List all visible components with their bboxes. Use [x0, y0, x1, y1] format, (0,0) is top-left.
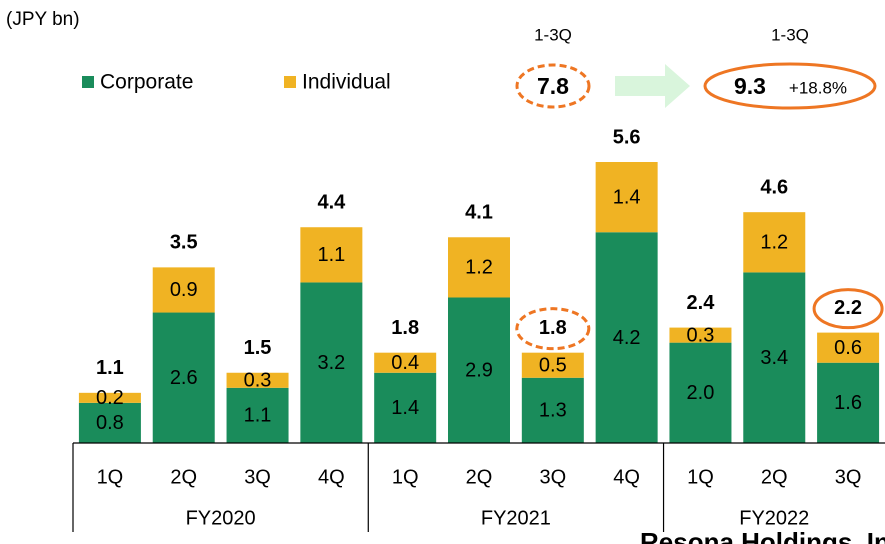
value-label: 3.4: [760, 347, 788, 369]
after-value: 9.3: [734, 73, 766, 99]
value-label: 3.2: [317, 352, 345, 374]
x-tick-label: 3Q: [244, 466, 271, 488]
value-label: 1.1: [317, 244, 345, 266]
x-tick-label: 4Q: [318, 466, 345, 488]
total-label: 1.8: [391, 317, 419, 339]
bar-segment: [300, 227, 363, 283]
group-label: FY2021: [481, 507, 551, 529]
bar-segment: [817, 332, 880, 363]
x-tick-label: 2Q: [761, 466, 788, 488]
bar-segment: [374, 352, 437, 373]
after-label: 1-3Q: [771, 25, 809, 44]
legend-swatch: [82, 76, 94, 88]
total-label: 4.4: [317, 192, 346, 214]
group-label: FY2022: [739, 507, 809, 529]
bar-segment: [78, 392, 141, 403]
bar-segment: [226, 372, 289, 388]
group-label: FY2020: [186, 507, 256, 529]
bar-segment: [817, 362, 880, 443]
value-label: 2.6: [170, 367, 198, 389]
value-label: 1.2: [465, 257, 493, 279]
highlight-ring: [515, 307, 591, 351]
value-label: 4.2: [613, 327, 641, 349]
bar-segment: [448, 297, 510, 443]
bar-segment: [226, 387, 289, 443]
arrow: [615, 64, 690, 108]
highlight-before: [515, 63, 591, 109]
value-label: 0.5: [539, 355, 567, 377]
value-label: 1.4: [391, 397, 419, 419]
footer: Resona Holdings, Inc.: [640, 527, 885, 544]
value-label: 1.3: [539, 400, 567, 422]
bar-segment: [152, 267, 215, 313]
total-label: 2.4: [687, 292, 716, 314]
total-label: 3.5: [170, 232, 198, 254]
bar-segment: [743, 272, 806, 443]
bar-segment: [743, 212, 806, 273]
value-label: 0.3: [244, 370, 272, 392]
legend-label: Corporate: [100, 71, 193, 94]
before-value: 7.8: [537, 73, 569, 99]
total-label: 2.2: [834, 297, 862, 319]
total-label: 4.6: [760, 176, 788, 198]
value-label: 2.9: [465, 360, 493, 382]
before-label: 1-3Q: [534, 25, 572, 44]
bar-segment: [595, 232, 658, 443]
total-label: 1.1: [96, 357, 124, 379]
highlight-ring: [812, 288, 884, 330]
bar-segment: [374, 372, 437, 443]
bar-segment: [78, 402, 141, 443]
bar-segment: [448, 237, 510, 298]
x-tick-label: 2Q: [170, 466, 197, 488]
value-label: 2.0: [687, 382, 715, 404]
bar-segment: [669, 327, 732, 343]
x-tick-label: 1Q: [97, 466, 124, 488]
x-tick-label: 3Q: [539, 466, 566, 488]
bar-segment: [152, 312, 215, 443]
legend-swatch: [284, 76, 296, 88]
bar-segment: [521, 377, 584, 443]
value-label: 0.4: [391, 352, 419, 374]
total-label: 1.5: [244, 337, 272, 359]
value-label: 1.6: [834, 392, 862, 414]
total-label: 4.1: [465, 202, 493, 224]
x-tick-label: 4Q: [613, 466, 640, 488]
total-label: 5.6: [613, 126, 641, 148]
x-tick-label: 1Q: [687, 466, 714, 488]
x-tick-label: 3Q: [835, 466, 862, 488]
bar-segment: [521, 352, 584, 378]
value-label: 0.6: [834, 337, 862, 359]
x-tick-label: 2Q: [466, 466, 493, 488]
unit-label: (JPY bn): [6, 9, 80, 30]
value-label: 0.9: [170, 279, 198, 301]
value-label: 0.8: [96, 412, 124, 434]
value-label: 0.2: [96, 387, 124, 409]
highlight-after: [703, 62, 877, 110]
value-label: 1.2: [760, 232, 788, 254]
value-label: 1.4: [613, 186, 641, 208]
bar-segment: [595, 162, 658, 233]
x-tick-label: 1Q: [392, 466, 419, 488]
bar-segment: [669, 342, 732, 443]
change-label: +18.8%: [789, 78, 847, 97]
value-label: 0.3: [687, 324, 715, 346]
bar-segment: [300, 282, 363, 443]
legend-label: Individual: [302, 71, 391, 94]
value-label: 1.1: [244, 405, 272, 427]
total-label: 1.8: [539, 317, 567, 339]
